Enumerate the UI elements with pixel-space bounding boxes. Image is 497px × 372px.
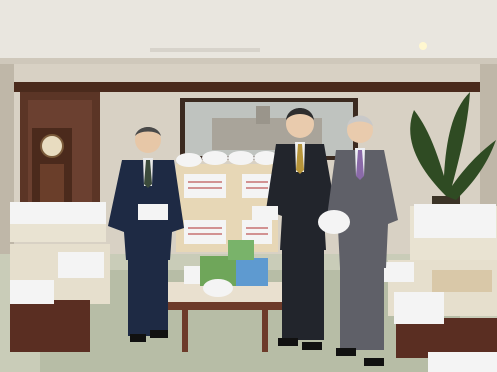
person-middle-head — [286, 110, 314, 138]
person-left-shoe-left — [130, 334, 146, 342]
ceiling-edge — [0, 58, 497, 64]
person-left-hair — [135, 127, 161, 136]
person-middle-tie — [296, 144, 304, 174]
right-sofa-arm-cover — [384, 262, 414, 282]
person-right-hair — [347, 115, 373, 126]
painting-tower — [256, 106, 270, 124]
donation-boxes — [176, 151, 278, 252]
person-middle-shoe-left — [278, 338, 298, 346]
left-chair-wood — [10, 300, 90, 352]
wood-trim-top — [0, 82, 497, 92]
cap-top-2 — [202, 151, 228, 165]
person-left-shoe-right — [150, 330, 168, 338]
person-middle-shoe-right — [302, 342, 322, 350]
person-right-held-cap — [318, 210, 350, 234]
cap-top-1 — [176, 153, 202, 167]
coffee-table-leg-right — [262, 308, 268, 352]
right-seat-bottom-cover — [428, 352, 497, 372]
person-middle-hair — [286, 108, 314, 120]
snack-pack-3 — [228, 240, 254, 260]
person-right-shoe-right — [364, 358, 384, 366]
cap-top-4 — [254, 151, 278, 165]
box-label-lines — [188, 181, 268, 235]
person-right-suit — [326, 150, 398, 268]
snack-pack-2 — [236, 258, 268, 286]
small-box-on-table — [184, 266, 200, 284]
left-sofa-arm — [58, 252, 104, 278]
tissue-box — [432, 270, 492, 292]
cap-on-table — [203, 279, 233, 297]
clock-face — [40, 134, 64, 158]
cap-top-3 — [228, 151, 254, 165]
right-chair-wood — [396, 318, 497, 358]
right-sofa-back-cover — [414, 204, 496, 238]
person-right-tie — [356, 150, 364, 180]
box-label-2 — [242, 174, 272, 198]
ceiling-vent — [150, 48, 260, 52]
left-sofa-back-cover — [10, 202, 106, 224]
person-middle-legs — [282, 248, 324, 340]
plant — [410, 92, 496, 200]
coffee-table-body — [160, 302, 286, 310]
right-chair-arm-cover — [394, 292, 444, 324]
box-label-1 — [184, 174, 226, 198]
person-middle-held-box — [252, 206, 278, 220]
person-left-tie — [144, 160, 152, 188]
ceiling-light — [419, 42, 427, 50]
person-left-head — [135, 127, 161, 153]
person-right-legs — [340, 266, 384, 350]
left-chair-arm-cover — [10, 280, 54, 304]
person-right-shoe-left — [336, 348, 356, 356]
ceiling — [0, 0, 497, 62]
person-right-head — [347, 117, 373, 143]
box-label-3 — [184, 220, 226, 244]
person-left-legs — [128, 258, 168, 336]
person-left — [108, 127, 184, 342]
person-left-held-box — [138, 204, 168, 220]
coffee-table-leg-left — [182, 308, 188, 352]
person-right — [318, 115, 398, 366]
